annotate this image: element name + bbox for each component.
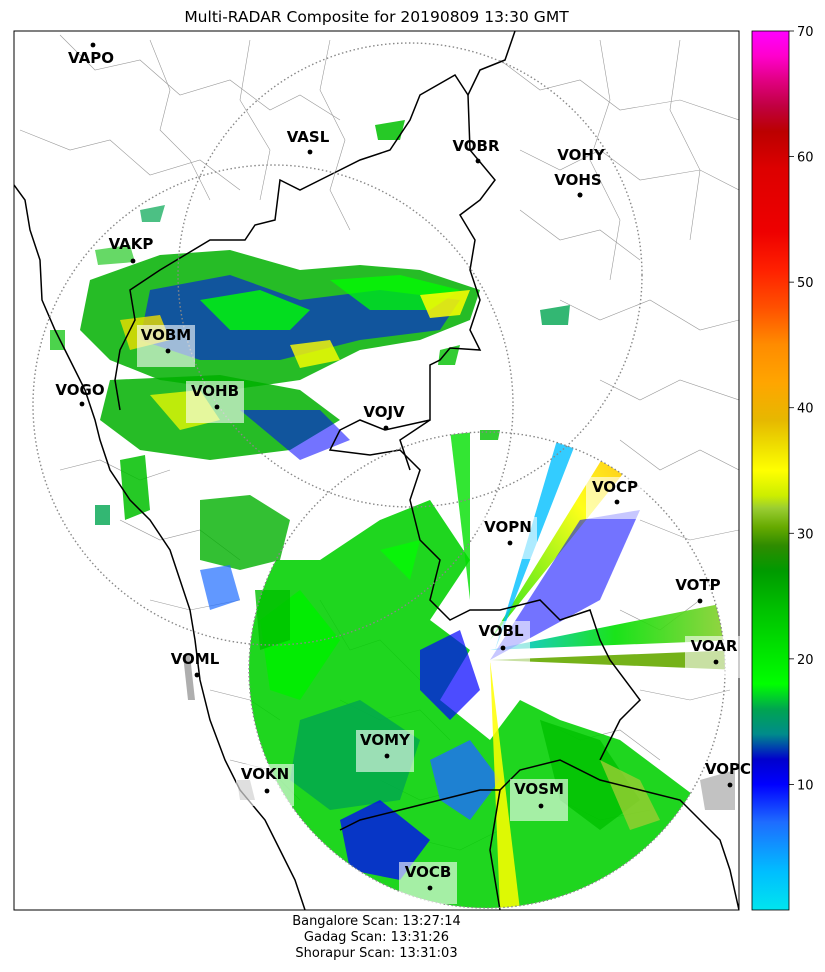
station-label: VOHB xyxy=(191,382,239,400)
station-label-backdrop xyxy=(236,764,294,806)
station-vosm: VOSM xyxy=(510,779,568,821)
station-label-backdrop xyxy=(472,621,530,663)
station-label: VOBR xyxy=(452,137,500,155)
station-vopc: VOPC xyxy=(705,760,751,788)
station-label: VOBL xyxy=(478,622,524,640)
station-marker xyxy=(727,782,733,788)
station-marker xyxy=(130,258,136,264)
station-label: VAPO xyxy=(68,49,114,67)
station-marker xyxy=(90,42,96,48)
state-boundaries xyxy=(14,31,739,910)
colorbar-tick-label: 10 xyxy=(797,778,814,793)
station-label: VOPN xyxy=(484,518,532,536)
colorbar-tick-label: 40 xyxy=(797,402,814,417)
station-marker xyxy=(307,149,313,155)
station-vomy: VOMY xyxy=(356,730,414,772)
station-vopn: VOPN xyxy=(479,517,537,559)
station-label: VOHS xyxy=(554,171,601,189)
station-label-backdrop xyxy=(685,636,743,678)
station-marker xyxy=(165,348,171,354)
station-voar: VOAR xyxy=(685,636,743,678)
station-vokn: VOKN xyxy=(236,764,294,806)
station-marker xyxy=(500,645,506,651)
colorbar-ticks: 10 20 30 40 50 60 70 xyxy=(789,25,814,793)
station-vohb: VOHB xyxy=(186,381,244,423)
station-marker xyxy=(713,659,719,665)
station-label: VOJV xyxy=(363,403,405,421)
station-marker xyxy=(507,540,513,546)
station-marker xyxy=(577,192,583,198)
station-vogo: VOGO xyxy=(55,381,105,407)
station-vasl: VASL xyxy=(287,128,330,155)
station-marker xyxy=(79,401,85,407)
station-label-backdrop xyxy=(479,517,537,559)
station-label: VOKN xyxy=(241,765,289,783)
scan-time-bangalore: Bangalore Scan: 13:27:14 xyxy=(292,914,461,929)
station-vakp: VAKP xyxy=(109,235,154,264)
station-label: VOHY xyxy=(557,146,606,164)
scan-time-shorapur: Shorapur Scan: 13:31:03 xyxy=(295,946,458,961)
station-label: VOSM xyxy=(514,780,564,798)
station-marker xyxy=(614,499,620,505)
station-label-backdrop xyxy=(137,325,195,367)
station-vocp: VOCP xyxy=(586,477,644,519)
station-label-backdrop xyxy=(510,779,568,821)
station-label: VOPC xyxy=(705,760,751,778)
station-marker xyxy=(383,425,389,431)
station-vapo: VAPO xyxy=(68,42,114,67)
station-marker xyxy=(697,598,703,604)
station-label: VOGO xyxy=(55,381,104,399)
station-marker xyxy=(384,753,390,759)
station-marker xyxy=(194,672,200,678)
colorbar-tick-label: 50 xyxy=(797,276,814,291)
station-label-backdrop xyxy=(586,477,644,519)
station-marker xyxy=(264,788,270,794)
station-label: VASL xyxy=(287,128,330,146)
colorbar-tick-label: 70 xyxy=(797,25,814,40)
scan-times: Bangalore Scan: 13:27:14 Gadag Scan: 13:… xyxy=(14,914,739,962)
station-vobm: VOBM xyxy=(137,325,195,367)
station-label-backdrop xyxy=(186,381,244,423)
station-marker xyxy=(214,404,220,410)
station-votp: VOTP xyxy=(675,576,721,604)
station-marker xyxy=(538,803,544,809)
station-marker xyxy=(475,158,481,164)
station-voml: VOML xyxy=(171,650,220,678)
colorbar-tick-label: 30 xyxy=(797,527,814,542)
colorbar-tick-label: 60 xyxy=(797,151,814,166)
station-marker xyxy=(427,885,433,891)
map-title: Multi-RADAR Composite for 20190809 13:30… xyxy=(184,8,569,26)
station-label: VOML xyxy=(171,650,220,668)
station-vobl: VOBL xyxy=(472,621,530,663)
station-label: VOAR xyxy=(691,637,738,655)
station-label: VOCP xyxy=(592,478,638,496)
scan-time-gadag: Gadag Scan: 13:31:26 xyxy=(303,930,450,945)
station-label: VOBM xyxy=(141,326,191,344)
station-label-backdrop xyxy=(399,862,457,904)
station-vocb: VOCB xyxy=(399,862,457,904)
station-label: VAKP xyxy=(109,235,154,253)
station-vobr: VOBR xyxy=(452,137,500,164)
map-frame xyxy=(13,30,740,911)
colorbar-scale xyxy=(751,30,790,911)
station-label: VOTP xyxy=(675,576,720,594)
station-layer: VAPO VASL VOBR VOHY VOHS VAKP VOBM VOGO VOHB VOJV… xyxy=(55,42,751,904)
station-label-backdrop xyxy=(356,730,414,772)
station-vojv: VOJV xyxy=(363,403,405,431)
colorbar-tick-label: 20 xyxy=(797,653,814,668)
station-label: VOMY xyxy=(360,731,411,749)
station-label: VOCB xyxy=(405,863,452,881)
station-vohs: VOHS xyxy=(554,171,602,198)
